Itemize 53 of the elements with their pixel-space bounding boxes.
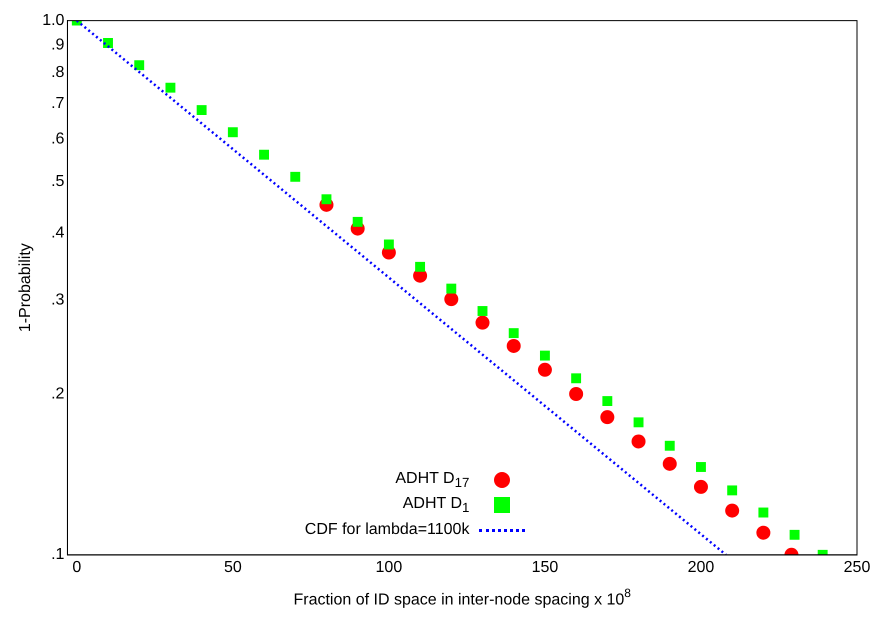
- point: [727, 485, 738, 496]
- point: [506, 338, 521, 353]
- y-axis-title: 1-Probability: [17, 243, 34, 332]
- y-tick-label: 1.0: [42, 12, 65, 30]
- legend-label: ADHT D$_{17}$: [395, 470, 470, 490]
- y-tick-label: .2: [51, 385, 65, 402]
- point: [352, 216, 363, 227]
- point: [664, 440, 675, 451]
- y-tick-label: .4: [51, 224, 65, 242]
- point: [446, 284, 456, 294]
- y-tick-label: .3: [51, 291, 65, 308]
- y-tick-label: .1: [51, 546, 65, 564]
- point: [259, 150, 269, 160]
- point: [540, 350, 550, 361]
- point: [538, 362, 552, 377]
- point: [632, 434, 646, 448]
- y-tick-label: .6: [51, 130, 65, 148]
- point: [790, 530, 800, 540]
- point: [196, 105, 207, 116]
- x-tick-label: 100: [376, 558, 402, 576]
- point: [508, 328, 519, 338]
- x-tick-label: 150: [532, 558, 558, 576]
- legend-label: CDF for lambda=1100k: [304, 521, 470, 540]
- point: [165, 82, 176, 93]
- point: [725, 504, 740, 518]
- point: [415, 262, 426, 272]
- point: [290, 172, 300, 182]
- point: [444, 292, 458, 306]
- point: [322, 194, 332, 204]
- y-tick-label: .8: [51, 64, 65, 81]
- x-tick-label: 200: [688, 558, 714, 576]
- point: [634, 417, 644, 428]
- point: [571, 373, 582, 384]
- point: [758, 508, 768, 518]
- x-tick-label: 50: [224, 558, 242, 576]
- point: [476, 316, 490, 330]
- x-tick-label: 250: [844, 558, 870, 576]
- point: [103, 38, 113, 48]
- y-tick-label: .5: [51, 172, 65, 190]
- point: [756, 526, 770, 540]
- point: [694, 480, 708, 494]
- legend-label: ADHT D$_{1}$: [402, 495, 470, 516]
- point: [569, 386, 584, 401]
- x-tick-label: 0: [72, 558, 82, 576]
- y-tick-label: .9: [51, 36, 65, 54]
- point: [384, 240, 394, 250]
- point: [662, 456, 677, 471]
- point: [478, 306, 488, 316]
- y-tick-label: .7: [51, 94, 65, 112]
- point: [696, 462, 706, 472]
- point: [600, 410, 614, 424]
- point: [228, 127, 238, 138]
- point: [602, 396, 612, 406]
